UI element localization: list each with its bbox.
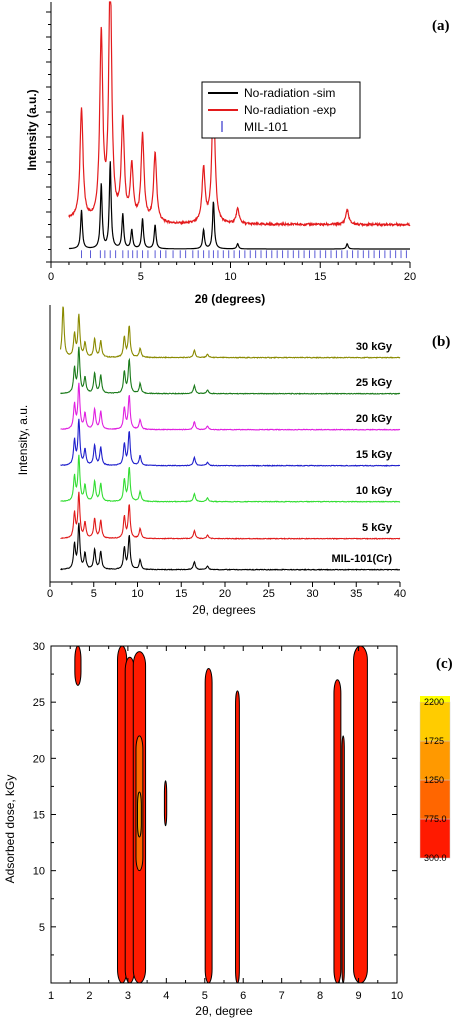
panel-b-x-tick-label: 35 <box>350 588 362 600</box>
colorbar-swatch <box>419 818 451 859</box>
contour-level-0 <box>74 645 82 686</box>
panel-b: (b) Intensity, a.u. 2θ, degrees 30 kGy 25… <box>16 305 450 617</box>
panel-b-x-tick-label: 30 <box>306 588 318 600</box>
panel-b-x-tick-label: 15 <box>175 588 187 600</box>
panel-c-x-tick-label: 7 <box>279 990 285 1002</box>
panel-c-y-tick-label: 10 <box>33 866 45 878</box>
panel-c-x-tick-label: 5 <box>202 990 208 1002</box>
panel-b-x-tick-label: 25 <box>263 588 275 600</box>
contour-level-0 <box>353 645 368 984</box>
panel-c: (c) Adsorbed dose, kGy 2θ, degree 1 2 3 4 5 6… <box>3 641 453 1018</box>
trace-25-kgy <box>60 346 401 395</box>
panel-a-x-axis-label: 2θ (degrees) <box>195 292 266 306</box>
legend-entry-mil101: MIL-101 <box>244 120 288 134</box>
panel-c-x-tick-label: 1 <box>48 990 54 1002</box>
contour-level-0 <box>341 735 345 984</box>
panel-a-legend: No-radiation -sim No-radiation -exp MIL-… <box>201 81 361 139</box>
trace-label: 15 kGy <box>356 449 393 461</box>
panel-a-label: (a) <box>432 18 450 34</box>
panel-c-y-tick-label: 25 <box>33 697 45 709</box>
panel-b-traces: 30 kGy 25 kGy 20 kGy 15 kGy 10 kGy 5 kGy MIL-1… <box>59 306 401 571</box>
panel-c-x-tick-label: 3 <box>125 990 131 1002</box>
trace-label: MIL-101(Cr) <box>331 553 392 565</box>
colorbar-level-label: 1250 <box>424 775 444 785</box>
panel-a-x-tick-label: 20 <box>404 271 416 283</box>
trace-20-kgy <box>60 382 401 431</box>
contour-level-2 <box>137 791 142 838</box>
panel-c-colorbar: 300.0 775.0 1250 1725 2200 <box>419 696 451 863</box>
panel-b-x-axis-label: 2θ, degrees <box>192 603 255 617</box>
panel-a-x-tick-label: 0 <box>48 271 54 283</box>
colorbar-level-label: 1725 <box>424 736 444 746</box>
panel-b-x-tick-label: 20 <box>219 588 231 600</box>
trace-5-kgy <box>60 491 401 540</box>
trace-mil-101-cr- <box>60 522 400 571</box>
trace-label: 25 kGy <box>356 377 393 389</box>
panel-b-x-tick-label: 10 <box>131 588 143 600</box>
panel-a-y-axis-label: Intensity (a.u.) <box>25 89 39 170</box>
legend-entry-sim: No-radiation -sim <box>244 86 335 100</box>
panel-b-label: (b) <box>432 334 450 350</box>
colorbar-swatch <box>419 740 451 781</box>
trace-label: 10 kGy <box>356 485 393 497</box>
panel-b-y-axis-label: Intensity, a.u. <box>16 405 30 475</box>
trace-10-kgy <box>60 454 401 503</box>
panel-c-x-tick-label: 9 <box>355 990 361 1002</box>
panel-a-axes: 0 5 10 15 20 <box>46 2 416 283</box>
panel-c-y-tick-label: 30 <box>33 641 45 653</box>
panel-c-x-tick-label: 6 <box>240 990 246 1002</box>
panel-c-axes: 1 2 3 4 5 6 7 8 9 10 5 10 15 20 25 30 <box>33 641 403 1002</box>
panel-b-x-tick-label: 40 <box>394 588 406 600</box>
panel-c-x-tick-label: 10 <box>391 990 403 1002</box>
trace-label: 5 kGy <box>362 522 393 534</box>
panel-c-x-tick-label: 4 <box>163 990 169 1002</box>
colorbar-level-label: 775.0 <box>424 814 447 824</box>
panel-a-x-tick-label: 10 <box>224 271 236 283</box>
panel-c-x-axis-label: 2θ, degree <box>195 1004 253 1018</box>
panel-b-x-tick-label: 0 <box>47 588 53 600</box>
colorbar-level-label: 2200 <box>424 697 444 707</box>
trace-exp <box>68 1 411 228</box>
panel-c-y-tick-label: 15 <box>33 810 45 822</box>
panel-a-traces <box>68 1 411 259</box>
trace-15-kgy <box>60 418 401 467</box>
panel-c-y-tick-label: 20 <box>33 753 45 765</box>
colorbar-level-label: 300.0 <box>424 853 447 863</box>
colorbar-swatch-top <box>420 696 450 702</box>
panel-c-label: (c) <box>436 656 453 672</box>
trace-label: 30 kGy <box>356 341 393 353</box>
panel-a: (a) Intensity (a.u.) 2θ (degrees) 0 5 10 15… <box>25 1 450 306</box>
panel-b-x-tick-label: 5 <box>91 588 97 600</box>
trace-label: 20 kGy <box>356 413 393 425</box>
contour-level-0 <box>235 690 240 984</box>
colorbar-swatch <box>419 779 451 820</box>
panel-a-x-tick-label: 15 <box>314 271 326 283</box>
legend-entry-exp: No-radiation -exp <box>244 103 336 117</box>
contour-level-0 <box>333 679 342 984</box>
colorbar-swatch <box>419 701 451 742</box>
trace-30-kgy <box>59 306 401 359</box>
trace-sim <box>68 161 410 250</box>
panel-c-y-tick-label: 5 <box>39 922 45 934</box>
panel-b-axes: 0 5 10 15 20 25 30 35 40 <box>47 305 406 600</box>
contour-level-0 <box>204 667 213 984</box>
panel-c-contours <box>74 645 368 984</box>
panel-c-x-tick-label: 2 <box>86 990 92 1002</box>
panel-c-x-tick-label: 8 <box>317 990 323 1002</box>
contour-level-0 <box>163 780 168 827</box>
panel-a-x-tick-label: 5 <box>138 271 144 283</box>
panel-c-y-axis-label: Adsorbed dose, kGy <box>3 775 17 884</box>
panel-c-frame <box>50 645 398 984</box>
